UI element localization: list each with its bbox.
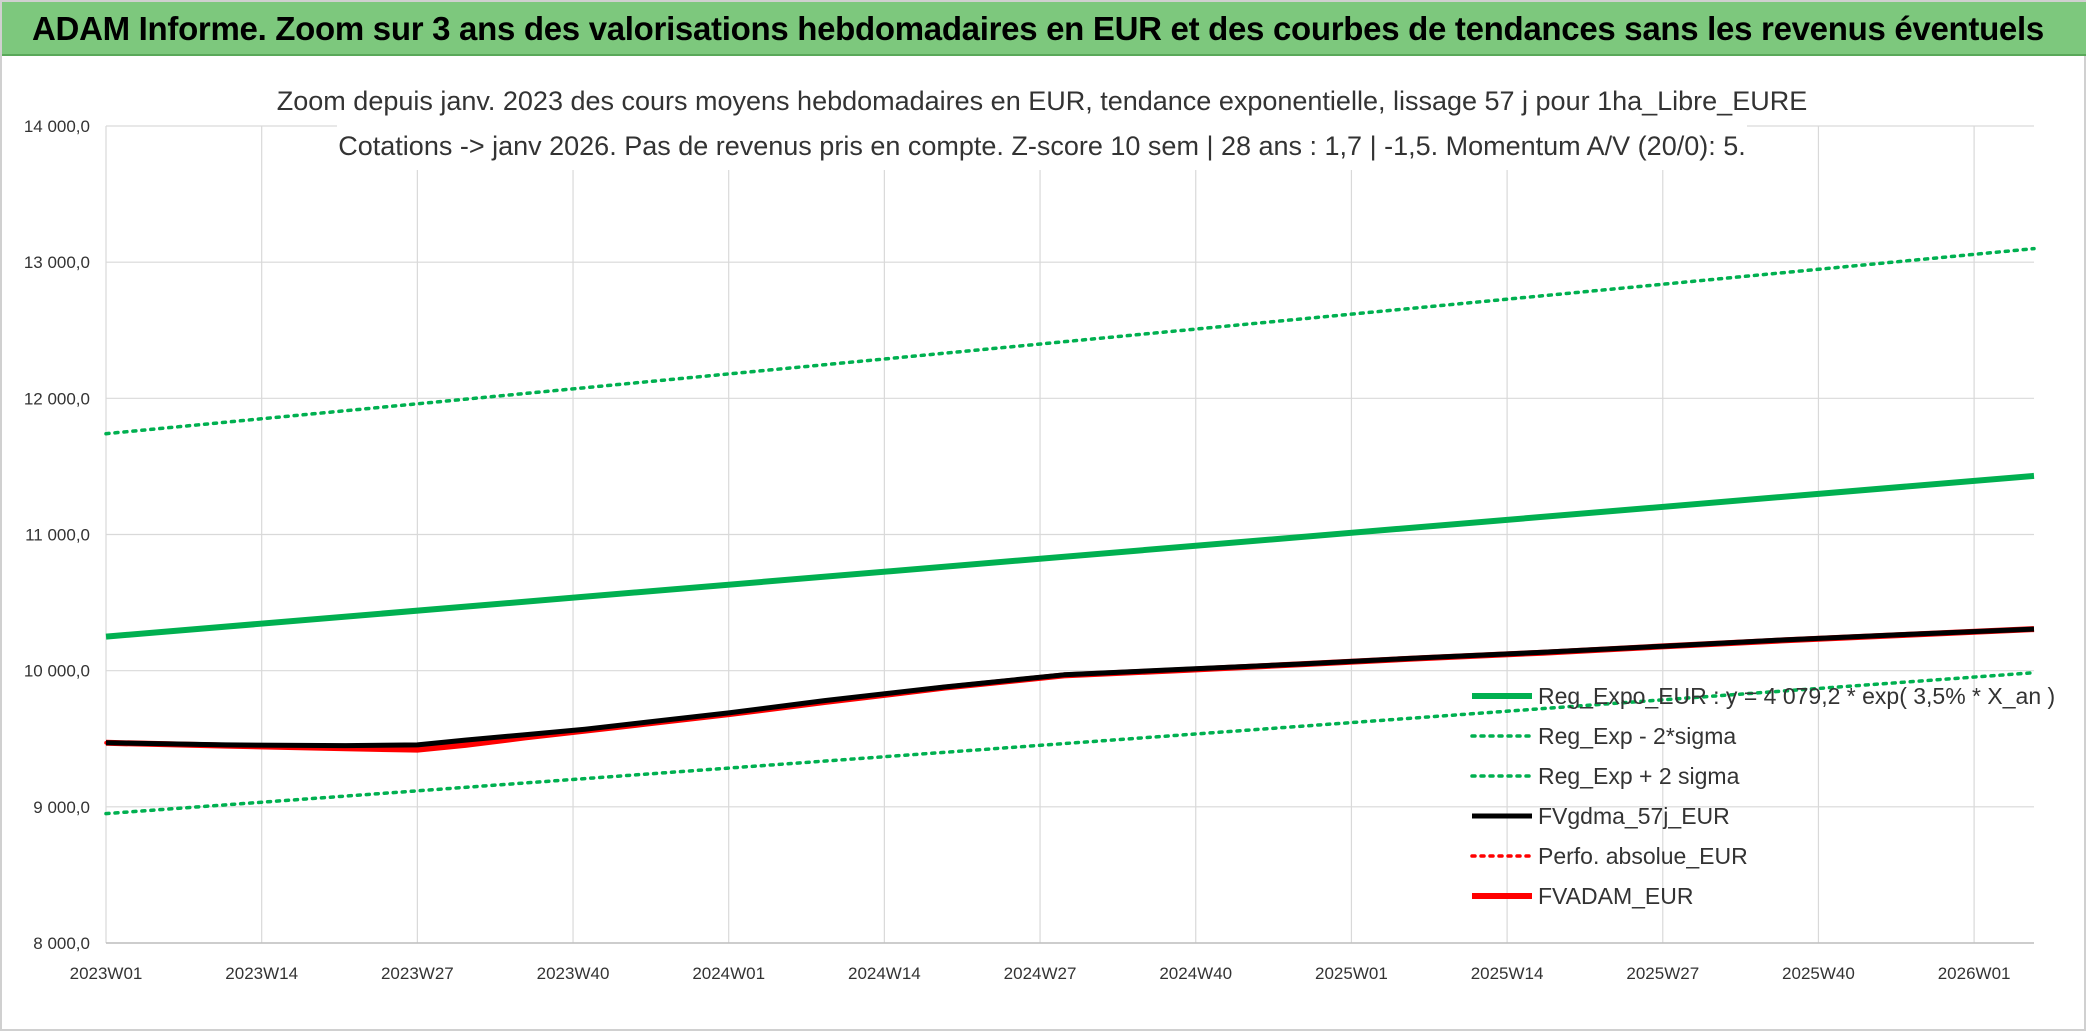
- report-banner: ADAM Informe. Zoom sur 3 ans des valoris…: [2, 2, 2086, 56]
- y-tick-label: 13 000,0: [24, 253, 90, 272]
- legend-label: FVgdma_57j_EUR: [1538, 803, 1730, 829]
- chart-title-line-2: Cotations -> janv 2026. Pas de revenus p…: [338, 131, 1745, 161]
- banner-title: ADAM Informe. Zoom sur 3 ans des valoris…: [32, 10, 2044, 47]
- reg-expo-line: [105, 472, 2035, 640]
- legend-label: Reg_Exp + 2 sigma: [1538, 763, 1740, 789]
- x-tick-label: 2024W27: [1004, 964, 1077, 983]
- x-tick-label: 2024W14: [848, 964, 921, 983]
- reg-minus-2sigma-line: [104, 670, 2036, 816]
- x-tick-label: 2023W27: [381, 964, 454, 983]
- x-tick-label: 2025W40: [1782, 964, 1855, 983]
- series-lines: [104, 246, 2036, 816]
- axes: 8 000,0 9 000,0 10 000,0 11 000,0 12 000,0 13…: [24, 117, 2034, 983]
- legend: Reg_Expo_EUR : y = 4 079,2 * exp( 3,5% *…: [1470, 683, 2055, 909]
- legend-label: Reg_Expo_EUR : y = 4 079,2 * exp( 3,5% *…: [1538, 683, 2055, 709]
- y-tick-label: 9 000,0: [33, 798, 90, 817]
- grid: [105, 125, 2034, 944]
- x-tick-label: 2025W27: [1626, 964, 1699, 983]
- x-tick-label: 2024W40: [1159, 964, 1232, 983]
- legend-label: FVADAM_EUR: [1538, 883, 1694, 909]
- x-tick-label: 2023W01: [70, 964, 143, 983]
- chart-title: Zoom depuis janv. 2023 des cours moyens …: [277, 80, 1807, 170]
- y-tick-label: 12 000,0: [24, 389, 90, 408]
- x-tick-label: 2026W01: [1938, 964, 2011, 983]
- x-tick-label: 2025W14: [1471, 964, 1544, 983]
- reg-plus-2sigma-line: [104, 246, 2036, 436]
- y-tick-label: 10 000,0: [24, 662, 90, 681]
- x-tick-label: 2025W01: [1315, 964, 1388, 983]
- legend-label: Reg_Exp - 2*sigma: [1538, 723, 1736, 749]
- legend-label: Perfo. absolue_EUR: [1538, 843, 1748, 869]
- x-tick-label: 2023W40: [537, 964, 610, 983]
- x-tick-label: 2024W01: [692, 964, 765, 983]
- fvgdma-57j-line: [105, 626, 2035, 749]
- y-tick-label: 11 000,0: [25, 526, 90, 545]
- chart-title-line-1: Zoom depuis janv. 2023 des cours moyens …: [277, 86, 1807, 116]
- y-tick-label: 14 000,0: [24, 117, 90, 136]
- y-tick-label: 8 000,0: [33, 934, 90, 953]
- x-tick-label: 2023W14: [225, 964, 298, 983]
- chart-title-background: [337, 80, 1747, 170]
